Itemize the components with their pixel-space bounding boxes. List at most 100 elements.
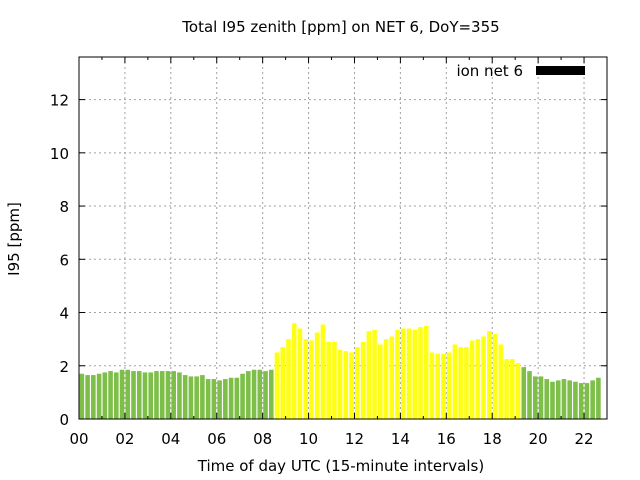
- bar: [596, 377, 601, 419]
- bar: [91, 375, 96, 419]
- bar: [274, 352, 280, 419]
- plot-frame: [78, 56, 608, 420]
- bar: [205, 379, 211, 419]
- bar: [481, 336, 486, 419]
- bar: [383, 339, 389, 419]
- bar: [487, 331, 492, 419]
- bar: [555, 380, 561, 419]
- y-tick-label: 6: [59, 251, 69, 269]
- bar: [240, 373, 245, 419]
- x-tick-label: 22: [574, 430, 593, 448]
- bar: [446, 352, 452, 419]
- bar: [360, 341, 366, 419]
- y-tick-label: 2: [59, 358, 69, 376]
- y-tick-label: 0: [59, 411, 69, 429]
- bar: [510, 359, 515, 419]
- bar: [544, 379, 550, 419]
- bar: [532, 376, 538, 419]
- bar: [320, 324, 326, 419]
- bar: [498, 344, 504, 419]
- y-tick-label: 4: [59, 305, 69, 323]
- bar: [79, 373, 85, 419]
- bar: [464, 347, 469, 419]
- bar: [538, 376, 544, 419]
- x-tick-label: 14: [391, 430, 410, 448]
- y-tick-label: 8: [59, 198, 69, 216]
- bar: [561, 379, 567, 419]
- bars: [79, 323, 601, 420]
- bar: [188, 376, 194, 419]
- x-tick-label: 02: [115, 430, 134, 448]
- bar: [406, 328, 412, 419]
- bar: [573, 381, 578, 419]
- bar: [159, 371, 165, 419]
- x-tick-label: 18: [483, 430, 502, 448]
- bar: [280, 347, 286, 419]
- bar: [303, 339, 308, 419]
- bar: [343, 351, 349, 420]
- bar: [194, 376, 199, 419]
- bar: [504, 359, 509, 419]
- bar: [251, 369, 257, 419]
- bar: [469, 340, 475, 419]
- bar: [429, 352, 435, 419]
- bar: [395, 329, 400, 419]
- y-tick-label: 10: [50, 145, 69, 163]
- bar: [211, 379, 217, 419]
- bar: [142, 372, 148, 419]
- x-tick-label: 10: [299, 430, 318, 448]
- bar: [423, 325, 429, 419]
- bar: [114, 372, 119, 419]
- bar: [590, 380, 595, 419]
- bar: [550, 381, 555, 419]
- bar: [412, 329, 418, 419]
- x-axis-label: Time of day UTC (15-minute intervals): [197, 457, 484, 475]
- bar: [263, 371, 268, 419]
- bar: [400, 328, 406, 419]
- bar: [337, 349, 343, 419]
- bar: [584, 383, 590, 419]
- bar: [85, 375, 90, 419]
- bar: [326, 341, 331, 419]
- bar: [527, 371, 532, 419]
- bar: [246, 371, 251, 419]
- bar: [268, 369, 274, 419]
- bar: [452, 344, 458, 419]
- bar: [154, 371, 159, 419]
- legend-label: ion net 6: [456, 62, 523, 80]
- bar: [96, 373, 102, 419]
- bar: [131, 371, 136, 419]
- y-axis-label: I95 [ppm]: [5, 202, 23, 276]
- bar: [200, 375, 205, 419]
- bar: [366, 331, 372, 419]
- bar: [291, 323, 297, 419]
- x-tick-label: 04: [161, 430, 180, 448]
- bar: [578, 383, 584, 419]
- bar: [177, 372, 182, 419]
- y-tick-label: 12: [50, 92, 69, 110]
- legend-swatch: [536, 66, 585, 75]
- bar: [475, 339, 481, 419]
- bar: [217, 380, 222, 419]
- bar: [108, 371, 113, 419]
- bar: [286, 339, 291, 419]
- bar: [228, 377, 234, 419]
- bar: [223, 379, 228, 419]
- bar: [125, 369, 131, 419]
- chart-title: Total I95 zenith [ppm] on NET 6, DoY=355: [181, 18, 499, 36]
- x-tick-label: 06: [207, 430, 226, 448]
- bar: [309, 340, 314, 419]
- x-tick-label: 08: [253, 430, 272, 448]
- bar: [372, 329, 377, 419]
- bar: [171, 371, 176, 419]
- bar: [136, 371, 142, 419]
- x-tick-label: 00: [69, 430, 88, 448]
- bar: [165, 371, 171, 419]
- bar: [314, 332, 320, 419]
- x-tick-label: 12: [345, 430, 364, 448]
- bar: [257, 369, 263, 419]
- bar: [418, 327, 423, 419]
- bar: [521, 367, 527, 419]
